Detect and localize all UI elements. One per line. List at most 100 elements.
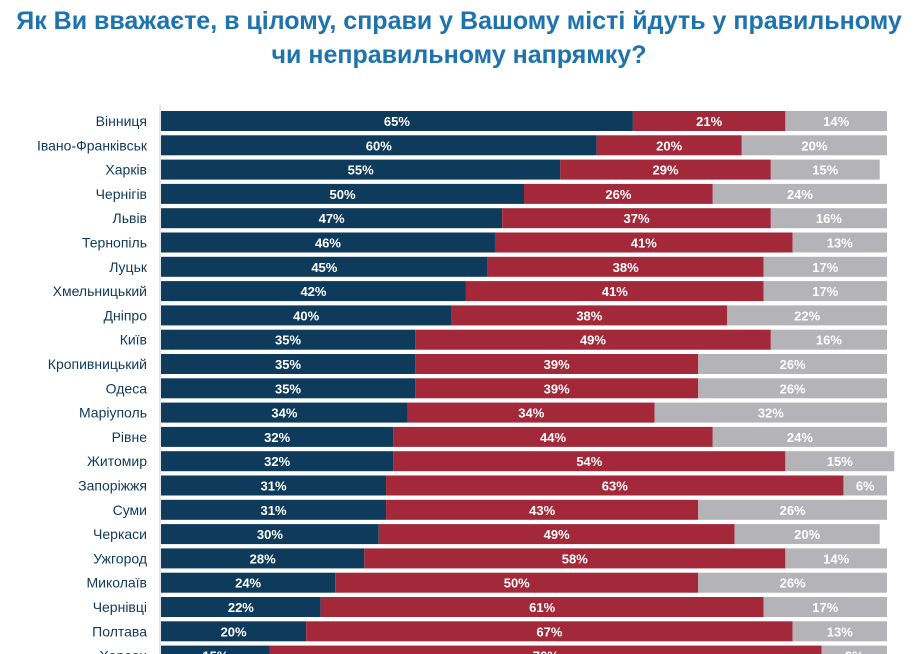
bar-segment — [487, 256, 764, 277]
category-label: Миколаїв — [86, 575, 147, 591]
category-label: Дніпро — [104, 307, 148, 323]
category-label: Ужгород — [93, 550, 147, 566]
data-label: 42% — [300, 284, 326, 299]
category-label: Івано-Франківськ — [37, 137, 148, 153]
data-label: 26% — [780, 381, 806, 396]
bar-segment — [785, 548, 887, 569]
data-label: 38% — [613, 260, 639, 275]
data-label: 24% — [787, 430, 813, 445]
data-label: 35% — [275, 357, 301, 372]
data-label: 30% — [257, 527, 283, 542]
bar-segment — [415, 378, 699, 399]
data-label: 43% — [529, 503, 555, 518]
bar-segment — [734, 524, 880, 545]
bar-segment — [393, 426, 713, 447]
data-label: 24% — [787, 187, 813, 202]
data-label: 49% — [544, 527, 570, 542]
bar-segment — [596, 135, 742, 156]
data-label: 61% — [529, 600, 555, 615]
data-label: 50% — [329, 187, 355, 202]
data-label: 31% — [261, 503, 287, 518]
bar-segment — [821, 645, 887, 654]
chart-title: Як Ви вважаєте, в цілому, справи у Вашом… — [16, 7, 902, 69]
bar-segment — [364, 548, 786, 569]
category-label: Вінниця — [96, 113, 147, 129]
category-label: Суми — [113, 502, 147, 518]
bar-segment — [792, 232, 887, 253]
category-label: Хмельницький — [53, 283, 147, 299]
category-label: Чернігів — [96, 186, 147, 202]
category-label: Луцьк — [109, 259, 148, 275]
data-label: 20% — [801, 138, 827, 153]
data-label: 46% — [315, 236, 341, 251]
category-label: Кропивницький — [48, 356, 147, 372]
bar-segment — [161, 378, 416, 399]
data-label: 58% — [562, 551, 588, 566]
bar-segment — [161, 159, 561, 180]
data-label: 21% — [696, 114, 722, 129]
bar-segment — [494, 232, 793, 253]
bar-segment — [161, 256, 488, 277]
data-label: 34% — [518, 406, 544, 421]
bar-segment — [161, 597, 321, 617]
category-label: Київ — [120, 332, 147, 348]
bar-segment — [161, 499, 387, 520]
data-label: 37% — [624, 211, 650, 226]
data-label: 40% — [293, 308, 319, 323]
data-label: 29% — [653, 163, 679, 178]
data-label: 50% — [504, 576, 530, 591]
data-label: 45% — [311, 260, 337, 275]
data-label: 17% — [812, 260, 838, 275]
data-label: 17% — [812, 284, 838, 299]
bar-segment — [161, 232, 495, 253]
data-label: 24% — [235, 576, 261, 591]
data-label: 47% — [319, 211, 345, 226]
data-label: 39% — [544, 357, 570, 372]
data-label: 41% — [602, 284, 628, 299]
category-label: Черкаси — [93, 526, 147, 542]
data-label: 20% — [656, 138, 682, 153]
bar-segment — [415, 354, 699, 374]
bar-segment — [770, 159, 880, 180]
bar-segment — [502, 208, 771, 229]
bar-segment — [712, 426, 887, 447]
bar-segment — [407, 402, 655, 423]
category-label: Рівне — [112, 429, 148, 445]
bar-segment — [763, 256, 887, 277]
data-label: 13% — [827, 624, 853, 639]
bar-segment — [161, 621, 307, 642]
data-label: 6% — [856, 479, 875, 494]
bar-segment — [386, 499, 699, 520]
bar-segment — [560, 159, 771, 180]
data-label: 22% — [228, 600, 254, 615]
data-label: 41% — [631, 236, 657, 251]
bar-segment — [698, 354, 887, 374]
data-label: 16% — [816, 333, 842, 348]
category-label: Одеса — [106, 380, 148, 396]
bar-segment — [161, 572, 336, 593]
category-label: Херсон — [99, 648, 147, 654]
bar-segment — [451, 305, 728, 326]
bar-segment — [465, 281, 764, 302]
data-label: 39% — [544, 381, 570, 396]
data-label: 63% — [602, 479, 628, 494]
category-label: Полтава — [92, 623, 147, 639]
bar-segment — [741, 135, 887, 156]
bar-segment — [770, 329, 887, 350]
category-label: Чернівці — [93, 599, 147, 615]
bar-segment — [161, 645, 270, 654]
data-label: 54% — [576, 454, 602, 469]
data-label: 16% — [816, 211, 842, 226]
bar-segment — [161, 135, 597, 156]
data-label: 9% — [845, 649, 864, 654]
bar-segment — [161, 305, 452, 326]
data-label: 44% — [540, 430, 566, 445]
category-label: Тернопіль — [82, 235, 147, 251]
data-label: 55% — [348, 163, 374, 178]
data-label: 26% — [780, 357, 806, 372]
bar-segment — [785, 111, 887, 131]
data-label: 20% — [794, 527, 820, 542]
data-label: 14% — [823, 114, 849, 129]
bar-segment — [770, 208, 887, 229]
